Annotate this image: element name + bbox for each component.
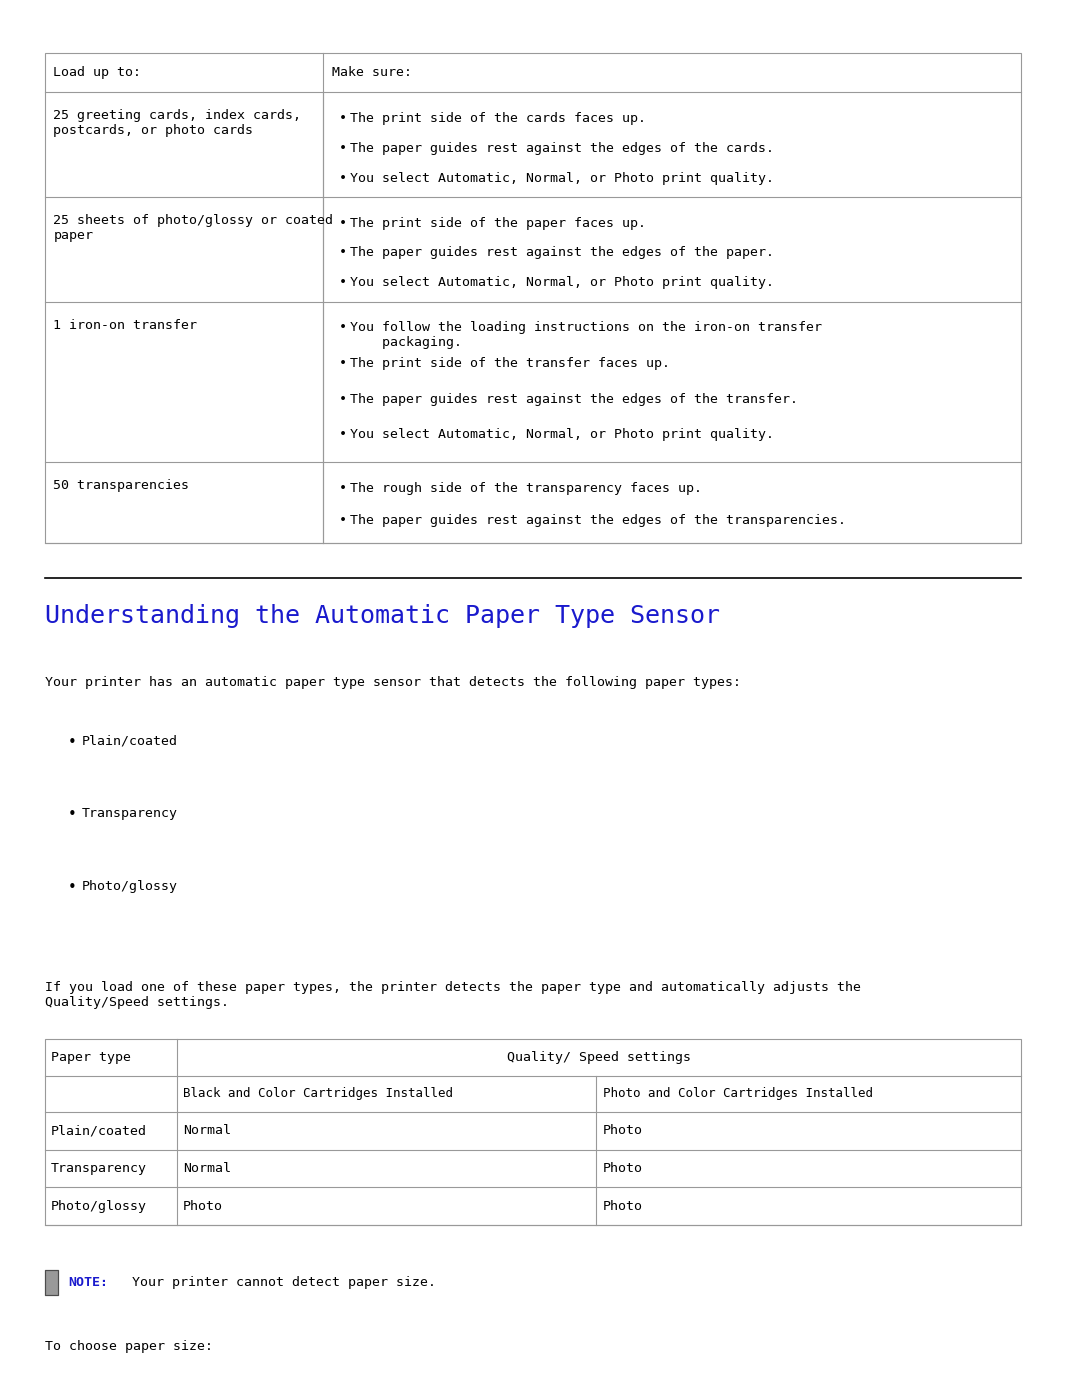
Text: Transparency: Transparency [82, 807, 178, 820]
Text: •: • [68, 880, 77, 895]
Text: •: • [339, 429, 347, 441]
Bar [44, 1039, 1021, 1225]
Text: 25 greeting cards, index cards,
postcards, or photo cards: 25 greeting cards, index cards, postcard… [53, 109, 301, 137]
Text: •: • [339, 393, 347, 405]
Text: Your printer cannot detect paper size.: Your printer cannot detect paper size. [123, 1275, 435, 1289]
Text: Your printer has an automatic paper type sensor that detects the following paper: Your printer has an automatic paper type… [44, 676, 741, 689]
Text: •: • [339, 482, 347, 495]
Text: Photo: Photo [183, 1200, 222, 1213]
Text: Plain/coated: Plain/coated [82, 735, 178, 747]
Text: •: • [339, 321, 347, 334]
Text: •: • [339, 358, 347, 370]
Text: Make sure:: Make sure: [332, 66, 411, 80]
Text: Quality/ Speed settings: Quality/ Speed settings [507, 1051, 691, 1065]
Text: •: • [339, 246, 347, 260]
Text: •: • [68, 807, 77, 823]
Text: •: • [68, 735, 77, 750]
Text: •: • [339, 112, 347, 124]
Text: Load up to:: Load up to: [53, 66, 141, 80]
Text: You select Automatic, Normal, or Photo print quality.: You select Automatic, Normal, or Photo p… [350, 429, 773, 441]
Text: •: • [339, 217, 347, 229]
Text: If you load one of these paper types, the printer detects the paper type and aut: If you load one of these paper types, th… [44, 981, 861, 1009]
Text: Plain/coated: Plain/coated [51, 1125, 147, 1137]
Text: •: • [339, 277, 347, 289]
Text: The paper guides rest against the edges of the cards.: The paper guides rest against the edges … [350, 141, 773, 155]
Text: The print side of the cards faces up.: The print side of the cards faces up. [350, 112, 646, 124]
Text: You select Automatic, Normal, or Photo print quality.: You select Automatic, Normal, or Photo p… [350, 172, 773, 184]
Text: Normal: Normal [183, 1125, 231, 1137]
Text: The paper guides rest against the edges of the paper.: The paper guides rest against the edges … [350, 246, 773, 260]
Text: Normal: Normal [183, 1162, 231, 1175]
Text: The print side of the transfer faces up.: The print side of the transfer faces up. [350, 358, 670, 370]
Text: To choose paper size:: To choose paper size: [44, 1340, 213, 1352]
Text: Photo/glossy: Photo/glossy [82, 880, 178, 893]
Text: 50 transparencies: 50 transparencies [53, 479, 189, 492]
Text: Transparency: Transparency [51, 1162, 147, 1175]
Text: 1 iron-on transfer: 1 iron-on transfer [53, 319, 198, 331]
Text: The rough side of the transparency faces up.: The rough side of the transparency faces… [350, 482, 702, 495]
Text: The print side of the paper faces up.: The print side of the paper faces up. [350, 217, 646, 229]
Text: Paper type: Paper type [51, 1051, 131, 1065]
Text: Photo: Photo [603, 1200, 643, 1213]
Text: 25 sheets of photo/glossy or coated
paper: 25 sheets of photo/glossy or coated pape… [53, 214, 334, 242]
Text: You follow the loading instructions on the iron-on transfer
    packaging.: You follow the loading instructions on t… [350, 321, 822, 349]
Text: •: • [339, 514, 347, 528]
Text: The paper guides rest against the edges of the transfer.: The paper guides rest against the edges … [350, 393, 798, 405]
Text: Black and Color Cartridges Installed: Black and Color Cartridges Installed [183, 1087, 453, 1101]
Text: •: • [339, 141, 347, 155]
Text: •: • [339, 172, 347, 184]
Text: Photo and Color Cartridges Installed: Photo and Color Cartridges Installed [603, 1087, 873, 1101]
Text: You select Automatic, Normal, or Photo print quality.: You select Automatic, Normal, or Photo p… [350, 277, 773, 289]
Text: Photo: Photo [603, 1162, 643, 1175]
Text: Photo/glossy: Photo/glossy [51, 1200, 147, 1213]
Text: Understanding the Automatic Paper Type Sensor: Understanding the Automatic Paper Type S… [44, 604, 719, 627]
Text: The paper guides rest against the edges of the transparencies.: The paper guides rest against the edges … [350, 514, 846, 528]
Text: Photo: Photo [603, 1125, 643, 1137]
Bar [44, 1270, 58, 1295]
Bar [44, 53, 1021, 543]
Text: NOTE:: NOTE: [68, 1275, 108, 1289]
